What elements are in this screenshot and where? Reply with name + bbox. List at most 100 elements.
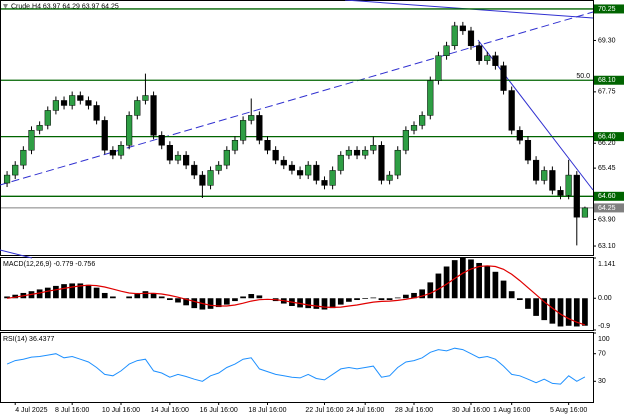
y-tick-label: 63.10 bbox=[598, 243, 616, 250]
candle-body bbox=[44, 110, 51, 126]
macd-bar bbox=[370, 297, 377, 299]
candle-body bbox=[191, 164, 198, 176]
rsi-line bbox=[6, 347, 586, 385]
level-label: 68.10 bbox=[598, 77, 616, 84]
candle-body bbox=[3, 174, 11, 184]
macd-bar bbox=[93, 287, 100, 299]
candle-body bbox=[288, 164, 296, 171]
y-tick-label: 69.30 bbox=[598, 37, 616, 44]
candle-body bbox=[223, 149, 230, 166]
candle-body bbox=[532, 159, 540, 181]
macd-bar bbox=[354, 298, 360, 301]
trend-line bbox=[0, 11, 594, 186]
candle-body bbox=[248, 115, 255, 121]
macd-bar bbox=[110, 296, 116, 299]
candle-body bbox=[93, 105, 100, 121]
macd-bar bbox=[207, 298, 214, 309]
x-tick-label: 16 Jul 16:00 bbox=[200, 407, 238, 414]
macd-bar bbox=[142, 291, 149, 299]
candle-body bbox=[565, 174, 572, 196]
macd-bar bbox=[573, 298, 580, 327]
candle-body bbox=[280, 159, 287, 166]
macd-bar bbox=[223, 298, 230, 305]
macd-bar bbox=[77, 283, 84, 299]
macd-bar bbox=[411, 292, 417, 299]
macd-bar bbox=[484, 266, 491, 299]
macd-bar bbox=[12, 294, 19, 299]
macd-bar bbox=[541, 298, 548, 321]
macd-bar bbox=[386, 298, 393, 301]
candle-body bbox=[109, 149, 116, 156]
x-tick-label: 8 Jul 16:00 bbox=[55, 407, 89, 414]
candle-body bbox=[174, 154, 182, 161]
candle-body bbox=[435, 55, 442, 81]
candle-body bbox=[484, 55, 491, 61]
candle-body bbox=[573, 174, 580, 218]
candle-body bbox=[126, 115, 133, 146]
macd-bar bbox=[69, 283, 76, 299]
macd-bar bbox=[549, 298, 556, 324]
candle-body bbox=[296, 170, 304, 176]
macd-bar bbox=[533, 298, 539, 316]
macd-bar bbox=[329, 298, 336, 309]
y-tick-label: 70 bbox=[598, 351, 606, 358]
macd-bar bbox=[516, 298, 523, 301]
last-price-tag bbox=[594, 203, 624, 213]
candle-body bbox=[541, 170, 548, 181]
candle-body bbox=[345, 149, 353, 156]
macd-bar bbox=[134, 292, 141, 299]
candle-body bbox=[459, 25, 466, 32]
macd-bar bbox=[256, 295, 263, 299]
macd-bar bbox=[508, 291, 515, 299]
macd-bar bbox=[582, 298, 588, 326]
level-tag bbox=[594, 132, 624, 142]
macd-bar bbox=[297, 298, 303, 308]
macd-bar bbox=[240, 296, 246, 299]
macd-bar bbox=[525, 298, 531, 309]
y-tick-label: 63.90 bbox=[598, 216, 616, 223]
candle-body bbox=[524, 140, 532, 161]
macd-bar bbox=[305, 298, 312, 309]
macd-bar bbox=[166, 298, 173, 301]
candle-body bbox=[467, 30, 475, 47]
candle-body bbox=[402, 130, 409, 151]
x-tick-label: 30 Jul 16:00 bbox=[452, 407, 490, 414]
y-tick-label: -0.9 bbox=[598, 323, 610, 330]
candle-body bbox=[427, 80, 434, 116]
macd-bar bbox=[476, 262, 482, 299]
macd-bar bbox=[337, 298, 344, 305]
y-tick-label: 30 bbox=[598, 378, 606, 385]
y-tick-label: 1.141 bbox=[598, 261, 616, 268]
level-label: 66.40 bbox=[598, 133, 616, 140]
macd-bar bbox=[468, 259, 474, 299]
candle-body bbox=[362, 149, 369, 156]
candle-body bbox=[158, 135, 165, 146]
macd-bar bbox=[175, 298, 181, 303]
level-label: 64.60 bbox=[598, 193, 616, 200]
candle-body bbox=[581, 207, 589, 218]
candle-body bbox=[492, 55, 499, 66]
macd-bar bbox=[459, 258, 466, 299]
candle-body bbox=[557, 190, 564, 196]
candle-body bbox=[60, 100, 68, 106]
candle-body bbox=[134, 100, 141, 116]
candle-body bbox=[313, 164, 320, 181]
level-annotation: 50.0 bbox=[576, 73, 590, 80]
macd-bar bbox=[4, 296, 10, 299]
macd-bar bbox=[53, 285, 59, 299]
macd-bar bbox=[183, 298, 189, 306]
candle-body bbox=[378, 144, 385, 181]
macd-bar bbox=[36, 289, 43, 299]
macd-bar bbox=[61, 284, 67, 299]
x-tick-label: 28 Jul 16:00 bbox=[395, 407, 433, 414]
last-price-label: 64.25 bbox=[598, 205, 616, 212]
candle-body bbox=[166, 144, 173, 161]
macd-bar bbox=[435, 273, 442, 299]
x-tick-label: 22 Jul 16:00 bbox=[305, 407, 343, 414]
candle-body bbox=[394, 149, 401, 176]
macd-bar bbox=[44, 287, 51, 299]
rsi-panel bbox=[0, 332, 594, 403]
candle-body bbox=[207, 170, 214, 186]
candle-body bbox=[52, 100, 60, 111]
candle-body bbox=[370, 144, 377, 151]
